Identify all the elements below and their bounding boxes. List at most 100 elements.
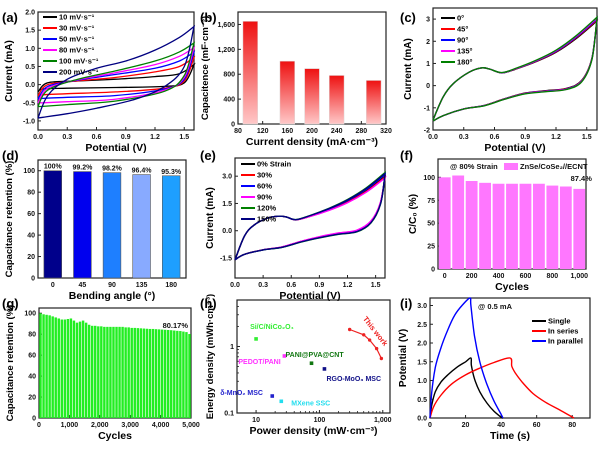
bar	[132, 174, 151, 279]
x-axis-label: Potential (V)	[85, 142, 146, 154]
bar	[304, 68, 320, 125]
y-tick-label: 75	[427, 198, 435, 205]
x-tick-label: 200	[306, 128, 318, 135]
y-axis-label: Energy density (mWh·cm⁻³)	[205, 294, 216, 419]
panel-label: (i)	[400, 296, 412, 311]
y-tick-label: 0.5	[25, 64, 35, 71]
x-tick-label: 800	[547, 273, 559, 280]
y-tick-label: -2	[424, 128, 430, 135]
this-work-point	[374, 346, 379, 351]
x-tick-label: 4,000	[152, 422, 170, 429]
bar	[66, 319, 70, 418]
bar	[188, 334, 191, 418]
x-tick-label: 1,000	[61, 422, 79, 429]
bar	[329, 75, 345, 125]
x-tick-label: 0.6	[286, 282, 296, 289]
x-tick-label: 40	[497, 422, 505, 429]
x-tick-label: 0.9	[520, 134, 530, 141]
legend-label: 10 mV·s⁻¹	[59, 13, 95, 22]
y-tick-label: 60	[28, 353, 36, 360]
x-tick-label: 0.3	[258, 282, 268, 289]
bar	[166, 330, 170, 418]
bar	[452, 175, 465, 269]
bar	[145, 328, 149, 418]
x-tick-label: 0.3	[62, 134, 72, 141]
x-tick-label: 0.9	[121, 134, 131, 141]
data-point	[279, 399, 284, 404]
x-tick-label: 1.2	[150, 134, 160, 141]
bar	[176, 330, 179, 418]
bar	[163, 329, 167, 418]
data-point	[322, 367, 327, 371]
y-tick-label: 0.0	[417, 416, 427, 423]
data-label: 96.4%	[132, 168, 153, 175]
bar	[106, 326, 109, 418]
this-work-point	[362, 333, 366, 337]
y-tick-label: 2	[426, 39, 430, 46]
this-work-point	[379, 356, 384, 361]
bar	[519, 183, 532, 269]
y-tick-label: 0	[31, 276, 35, 283]
condition-label: @ 80% Strain	[450, 162, 498, 171]
bar	[103, 326, 106, 418]
x-tick-label: 1.5	[582, 134, 592, 141]
y-tick-label: -0.5	[23, 100, 35, 107]
y-tick-label: 80	[28, 332, 36, 339]
panel-label: (h)	[200, 296, 217, 311]
x-tick-label: 1.2	[551, 134, 561, 141]
y-tick-label: -1.5	[220, 256, 232, 263]
x-tick-label: 80	[234, 128, 242, 135]
x-tick-label: 160	[281, 128, 293, 135]
y-tick-label: 0	[231, 122, 235, 129]
y-tick-label: 100	[23, 168, 35, 175]
x-axis-label: Potential (V)	[484, 142, 545, 154]
y-axis-label: C/C₀ (%)	[408, 194, 419, 234]
y-tick-label: -1	[424, 105, 430, 112]
legend-label: 80 mV·s⁻¹	[59, 46, 95, 55]
bar	[94, 325, 97, 418]
y-tick-label: 0	[431, 267, 435, 274]
y-axis-label: Capacitance retention (%)	[5, 305, 16, 422]
bar	[154, 329, 158, 418]
legend-label: 0% Strain	[257, 160, 292, 169]
legend-label: 50 mV·s⁻¹	[59, 35, 95, 44]
x-tick-label: 120	[257, 128, 269, 135]
y-tick-label: 1.5	[222, 201, 232, 208]
x-tick-label: 280	[355, 128, 367, 135]
panel-c: (c) 0.0 0.3 0.6 0.9 1.2 1.5 -2 -1 0 1 2 3 Potential (…	[400, 7, 599, 154]
bar	[39, 313, 42, 418]
legend-label: 60%	[257, 182, 272, 191]
legend-label: 0°	[457, 14, 464, 23]
bar	[51, 316, 54, 418]
bar	[100, 326, 103, 418]
data-point	[270, 394, 275, 398]
gcd-curve	[429, 297, 504, 419]
bar	[151, 328, 155, 418]
plot-frame	[429, 297, 591, 419]
bar	[102, 172, 122, 279]
panel-label: (e)	[200, 148, 216, 163]
x-axis-label: Cycles	[98, 430, 132, 442]
y-tick-label: 400	[223, 97, 235, 104]
y-tick-label: 0.1	[224, 411, 234, 418]
y-tick-label: 0.0	[222, 228, 232, 235]
y-tick-label: 3.0	[417, 303, 427, 310]
x-tick-label: 3,000	[121, 422, 139, 429]
y-tick-label: 800	[223, 72, 235, 79]
y-tick-label: 2.0	[417, 341, 427, 348]
y-tick-label: 2.5	[417, 322, 427, 329]
legend-swatch	[504, 163, 518, 170]
legend-label: 30 mV·s⁻¹	[59, 24, 95, 33]
x-tick-label: 1,000	[374, 417, 392, 424]
panel-e: (e) 0.0 0.3 0.6 0.9 1.2 1.5 -1.5 0.0 1.5 3.0 Potent…	[200, 148, 387, 302]
x-tick-label: 1.2	[343, 282, 353, 289]
bar	[532, 183, 545, 269]
bar	[75, 322, 79, 418]
x-tick-label: 1.5	[371, 282, 381, 289]
y-tick-label: -1.0	[23, 118, 35, 125]
this-work-point	[347, 327, 352, 332]
legend-label: Single	[548, 317, 571, 326]
panel-f: (f) 0 200 400 600 800 1,000 0 25 50 75 100 Cycles C/C…	[400, 148, 592, 293]
bar	[97, 326, 100, 418]
y-tick-label: 1	[426, 61, 430, 68]
